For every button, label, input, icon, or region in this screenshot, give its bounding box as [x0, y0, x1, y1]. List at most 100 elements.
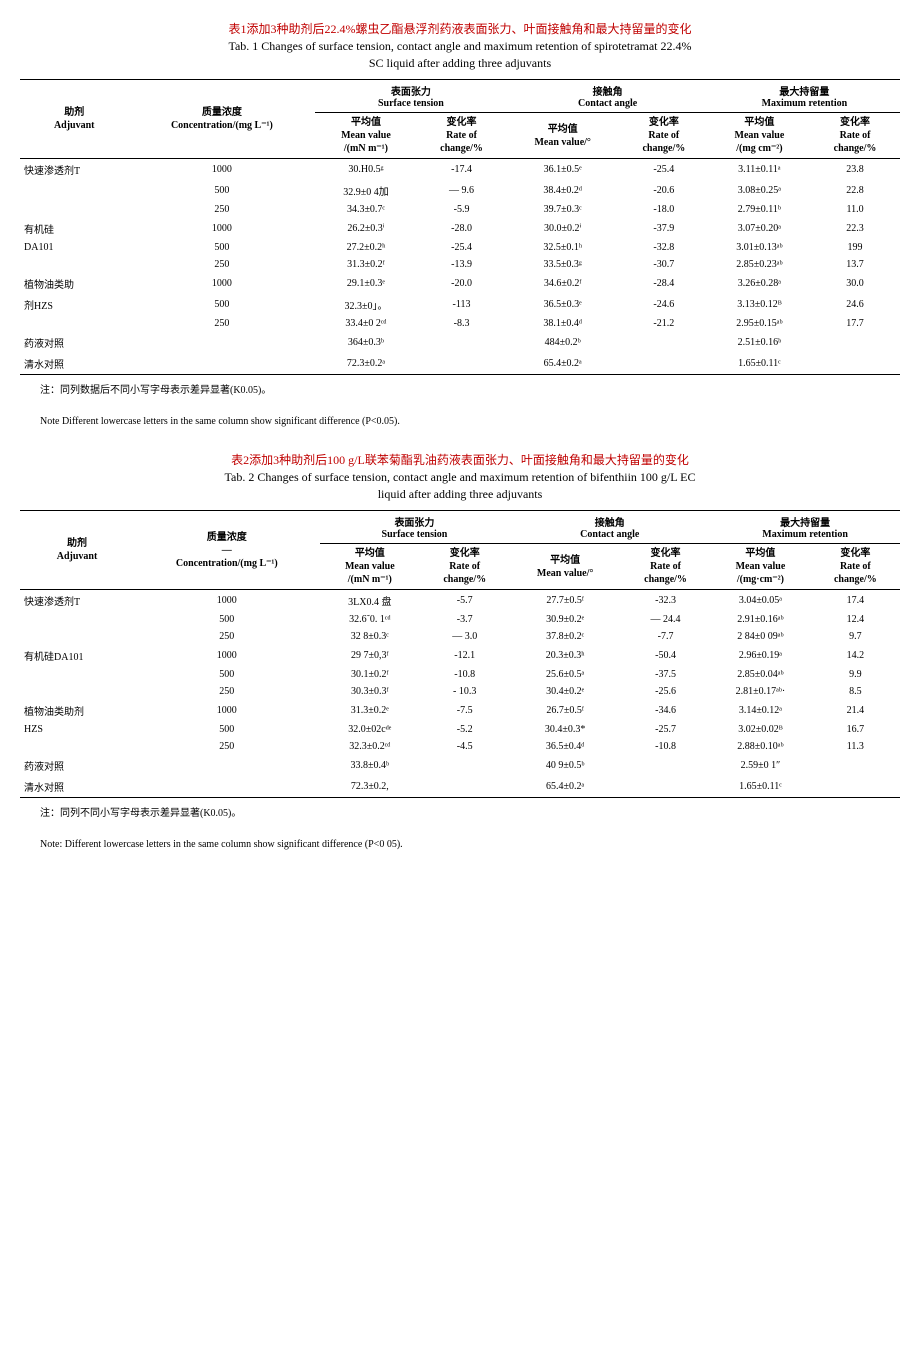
table-cell: [420, 776, 509, 798]
table2-table: 助剂 Adjuvant 质量浓度— Concentration/(mg L⁻¹)…: [20, 510, 900, 798]
table-cell: -28.0: [417, 218, 507, 239]
table-cell: 2 84±0 09ᵃᵇ: [710, 628, 811, 645]
table-cell: -37.5: [621, 666, 710, 683]
table-cell: 22.3: [810, 218, 900, 239]
table-cell: [420, 755, 509, 776]
table-cell: 3.07±0.20ᵃ: [709, 218, 810, 239]
table-cell: 32.0±02cᵈᵉ: [320, 721, 421, 738]
th-tension-change: 变化率 Rate of change/%: [417, 113, 507, 159]
table-row: 25030.3±0.3ᶠ- 10.330.4±0.2ᵉ-25.62.81±0.1…: [20, 683, 900, 700]
table-row: 有机硅DA101100029 7±0,3ᶠ-12.120.3±0.3ʰ-50.4…: [20, 645, 900, 666]
table-cell: 13.7: [810, 256, 900, 273]
table-cell: -12.1: [420, 645, 509, 666]
table-cell: 33.4±0 2ᶜᵈ: [315, 315, 416, 332]
th2-tension-change: 变化率 Rate of change/%: [420, 544, 509, 590]
table-cell: 1000: [134, 645, 320, 666]
table-cell: 植物油类助剂: [20, 700, 134, 721]
table-cell: 药液对照: [20, 332, 128, 353]
table1-body: 快速渗透剂T100030.H0.5ᵍ-17.436.1±0.5ᵉ-25.43.1…: [20, 159, 900, 375]
table-cell: 26.7±0.5ᶠ: [509, 700, 621, 721]
table-cell: -8.3: [417, 315, 507, 332]
table-cell: — 9.6: [417, 180, 507, 201]
th-angle: 接触角 Contact angle: [506, 80, 708, 113]
table-cell: 250: [128, 201, 315, 218]
table-cell: -32.8: [619, 239, 709, 256]
table-cell: [20, 256, 128, 273]
table-cell: 1000: [128, 273, 315, 294]
table-cell: [20, 611, 134, 628]
table-row: 剂HZS50032.3±0」。-11336.5±0.3ᵉ-24.63.13±0.…: [20, 294, 900, 315]
table-cell: -10.8: [420, 666, 509, 683]
table-cell: -5.2: [420, 721, 509, 738]
table-row: 有机硅100026.2±0.3ⁱ-28.030.0±0.2ⁱ-37.93.07±…: [20, 218, 900, 239]
table-cell: 1.65±0.11ᶜ: [709, 353, 810, 375]
table-cell: [20, 666, 134, 683]
table-cell: 2.79±0.11ᵇ: [709, 201, 810, 218]
table-cell: [619, 332, 709, 353]
table-cell: -20.0: [417, 273, 507, 294]
table-cell: -25.7: [621, 721, 710, 738]
table-cell: 29.1±0.3ᵉ: [315, 273, 416, 294]
table-cell: 有机硅DA101: [20, 645, 134, 666]
table-cell: -25.6: [621, 683, 710, 700]
table-cell: 23.8: [810, 159, 900, 181]
table-cell: 30.0: [810, 273, 900, 294]
table-cell: 31.3±0.2ᶠ: [315, 256, 416, 273]
table-cell: 500: [134, 666, 320, 683]
table-cell: 32.6˜0. 1ᶜᵈ: [320, 611, 421, 628]
table-cell: 38.4±0.2ᵈ: [506, 180, 618, 201]
table-row: 25033.4±0 2ᶜᵈ-8.338.1±0.4ᵈ-21.22.95±0.15…: [20, 315, 900, 332]
table-cell: 清水对照: [20, 353, 128, 375]
table-cell: 65.4±0.2ᵃ: [506, 353, 618, 375]
table-cell: [621, 776, 710, 798]
table1-title-en2: SC liquid after adding three adjuvants: [20, 56, 900, 71]
table-cell: 24.6: [810, 294, 900, 315]
table-cell: -28.4: [619, 273, 709, 294]
table-cell: 30.1±0.2ᶠ: [320, 666, 421, 683]
table2-title-en1: Tab. 2 Changes of surface tension, conta…: [20, 470, 900, 485]
table-cell: 36.5±0.4ᵈ: [509, 738, 621, 755]
table-cell: 36.1±0.5ᵉ: [506, 159, 618, 181]
table-cell: 8.5: [811, 683, 900, 700]
table-cell: [810, 332, 900, 353]
table2-note-cn: 注：同列不同小写字母表示差异显著(K0.05)。: [20, 804, 900, 819]
table-cell: 72.3±0.2,: [320, 776, 421, 798]
table-cell: 3.13±0.12ᴮ: [709, 294, 810, 315]
table-cell: 32.3±0.2ᶜᵈ: [320, 738, 421, 755]
table-cell: -5.9: [417, 201, 507, 218]
table1-table: 助剂 Adjuvant 质量浓度 Concentration/(mg L⁻¹) …: [20, 79, 900, 375]
th2-retention-change: 变化率 Rate of change/%: [811, 544, 900, 590]
table-cell: 3.26±0.28ᵃ: [709, 273, 810, 294]
table-cell: 3.11±0.11ᵃ: [709, 159, 810, 181]
table-cell: 2.88±0.10ᵃᵇ: [710, 738, 811, 755]
table-cell: -18.0: [619, 201, 709, 218]
table-cell: 30.9±0.2ᵉ: [509, 611, 621, 628]
table-cell: DA101: [20, 239, 128, 256]
table-cell: 植物油类助: [20, 273, 128, 294]
th-retention-change: 变化率 Rate of change/%: [810, 113, 900, 159]
table-cell: — 3.0: [420, 628, 509, 645]
table-cell: — 24.4: [621, 611, 710, 628]
table-cell: -7.5: [420, 700, 509, 721]
table-row: 清水对照72.3±0.2,65.4±0.2ᵃ1.65±0.11ᶜ: [20, 776, 900, 798]
table2-note-en: Note: Different lowercase letters in the…: [20, 839, 900, 850]
th2-conc: 质量浓度— Concentration/(mg L⁻¹): [134, 511, 320, 590]
table-cell: 2.85±0.23ᵃᵇ: [709, 256, 810, 273]
table-cell: 38.1±0.4ᵈ: [506, 315, 618, 332]
table-cell: 250: [134, 738, 320, 755]
table-cell: [20, 180, 128, 201]
table-cell: [621, 755, 710, 776]
table-cell: [20, 628, 134, 645]
table-cell: 1.65±0.11ᶜ: [710, 776, 811, 798]
table-cell: 32 8±0.3ᶜ: [320, 628, 421, 645]
table-cell: 有机硅: [20, 218, 128, 239]
table1-title-en1: Tab. 1 Changes of surface tension, conta…: [20, 39, 900, 54]
th2-angle: 接触角 Contact angle: [509, 511, 710, 544]
table-cell: [810, 353, 900, 375]
table-row: 25032.3±0.2ᶜᵈ-4.536.5±0.4ᵈ-10.82.88±0.10…: [20, 738, 900, 755]
table-cell: 2.85±0.04ᵃᵇ: [710, 666, 811, 683]
table-cell: 250: [134, 683, 320, 700]
table-cell: -50.4: [621, 645, 710, 666]
table-cell: 22.8: [810, 180, 900, 201]
table-cell: 药液对照: [20, 755, 134, 776]
